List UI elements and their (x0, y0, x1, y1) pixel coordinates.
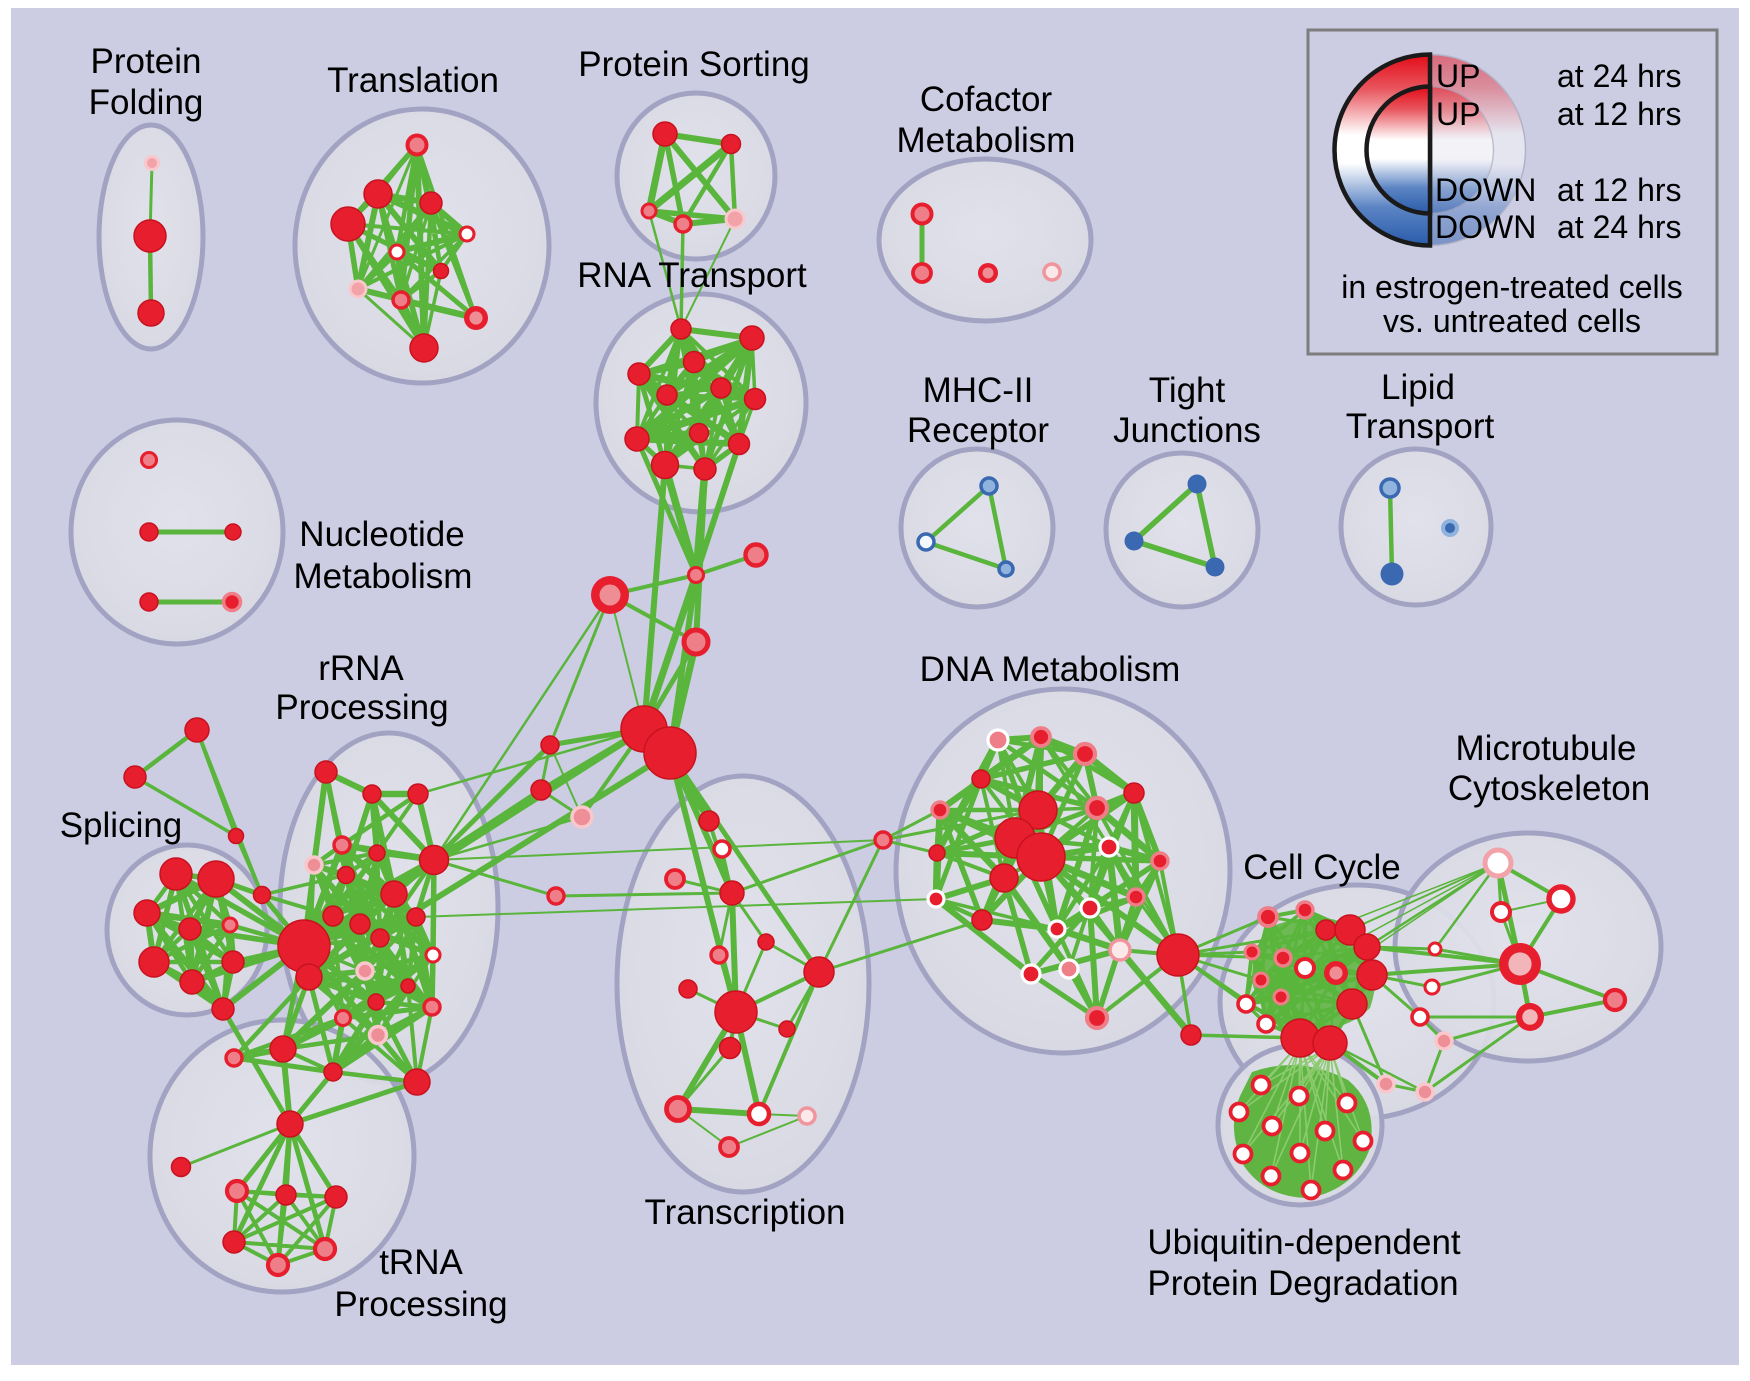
svg-text:Splicing: Splicing (60, 806, 183, 845)
svg-text:Junctions: Junctions (1113, 411, 1261, 450)
svg-text:MHC-II: MHC-II (923, 371, 1034, 410)
svg-text:RNA Transport: RNA Transport (577, 256, 807, 295)
svg-text:Protein: Protein (91, 42, 202, 81)
svg-text:at 24 hrs: at 24 hrs (1557, 209, 1682, 245)
svg-text:tRNA: tRNA (379, 1243, 463, 1282)
svg-text:Lipid: Lipid (1381, 368, 1455, 407)
svg-text:DOWN: DOWN (1435, 209, 1536, 245)
svg-text:Folding: Folding (89, 83, 204, 122)
svg-text:Microtubule: Microtubule (1456, 729, 1637, 768)
svg-text:at 12 hrs: at 12 hrs (1557, 172, 1682, 208)
svg-text:Receptor: Receptor (907, 411, 1049, 450)
svg-text:DOWN: DOWN (1435, 172, 1536, 208)
svg-text:UP: UP (1436, 96, 1480, 132)
svg-text:Tight: Tight (1149, 371, 1226, 410)
svg-text:at 24 hrs: at 24 hrs (1557, 58, 1682, 94)
svg-text:Nucleotide: Nucleotide (299, 515, 464, 554)
svg-text:Transcription: Transcription (645, 1193, 846, 1232)
svg-text:Cytoskeleton: Cytoskeleton (1448, 769, 1650, 808)
svg-text:Metabolism: Metabolism (897, 121, 1076, 160)
svg-text:Transport: Transport (1346, 407, 1495, 446)
svg-text:UP: UP (1436, 58, 1480, 94)
svg-text:Cofactor: Cofactor (920, 80, 1053, 119)
svg-text:DNA Metabolism: DNA Metabolism (920, 650, 1181, 689)
svg-text:Protein Sorting: Protein Sorting (578, 45, 810, 84)
svg-text:at 12 hrs: at 12 hrs (1557, 96, 1682, 132)
svg-text:Cell Cycle: Cell Cycle (1243, 848, 1401, 887)
svg-text:Processing: Processing (334, 1285, 507, 1324)
svg-text:in estrogen-treated cells: in estrogen-treated cells (1341, 269, 1683, 305)
svg-text:rRNA: rRNA (318, 649, 404, 688)
svg-text:Protein Degradation: Protein Degradation (1147, 1264, 1458, 1303)
svg-text:Translation: Translation (327, 61, 499, 100)
svg-text:Ubiquitin-dependent: Ubiquitin-dependent (1147, 1223, 1461, 1262)
svg-text:vs. untreated cells: vs. untreated cells (1383, 303, 1641, 339)
svg-text:Metabolism: Metabolism (294, 557, 473, 596)
svg-text:Processing: Processing (275, 688, 448, 727)
